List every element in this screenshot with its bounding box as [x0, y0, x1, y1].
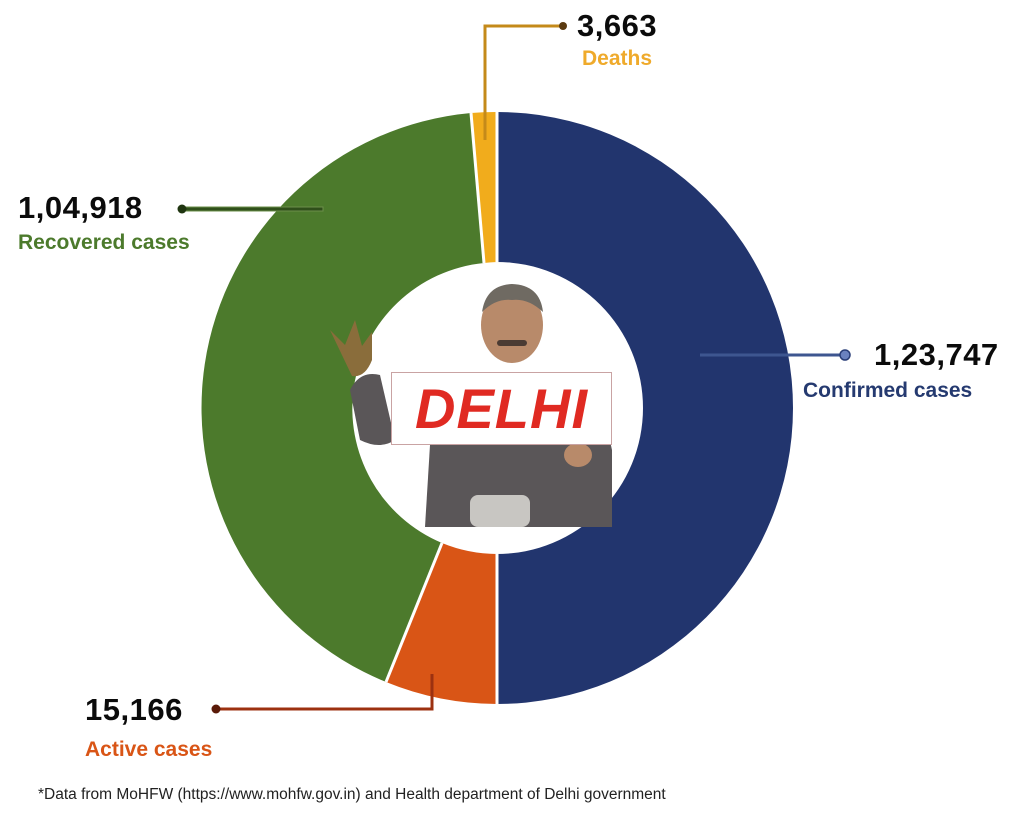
active-label: Active cases [85, 738, 213, 761]
data-source-footnote: *Data from MoHFW (https://www.mohfw.gov.… [38, 786, 666, 803]
slice-deaths [471, 111, 497, 263]
deaths-label: Deaths [582, 47, 653, 70]
connector-deaths [483, 24, 563, 140]
confirmed-value: 1,23,747 [874, 337, 999, 372]
active-value: 15,166 [85, 692, 183, 727]
slice-recovered [201, 113, 484, 682]
connector-active [218, 674, 434, 711]
center-title-box: DELHI [391, 372, 612, 445]
center-title: DELHI [415, 377, 588, 440]
connector-confirmed [700, 349, 851, 361]
recovered-label: Recovered cases [18, 231, 190, 254]
connector-recovered [177, 204, 324, 214]
slice-active [386, 543, 497, 704]
confirmed-label: Confirmed cases [803, 379, 973, 402]
slice-confirmed [497, 112, 793, 704]
recovered-value: 1,04,918 [18, 190, 143, 225]
deaths-value: 3,663 [577, 8, 658, 43]
